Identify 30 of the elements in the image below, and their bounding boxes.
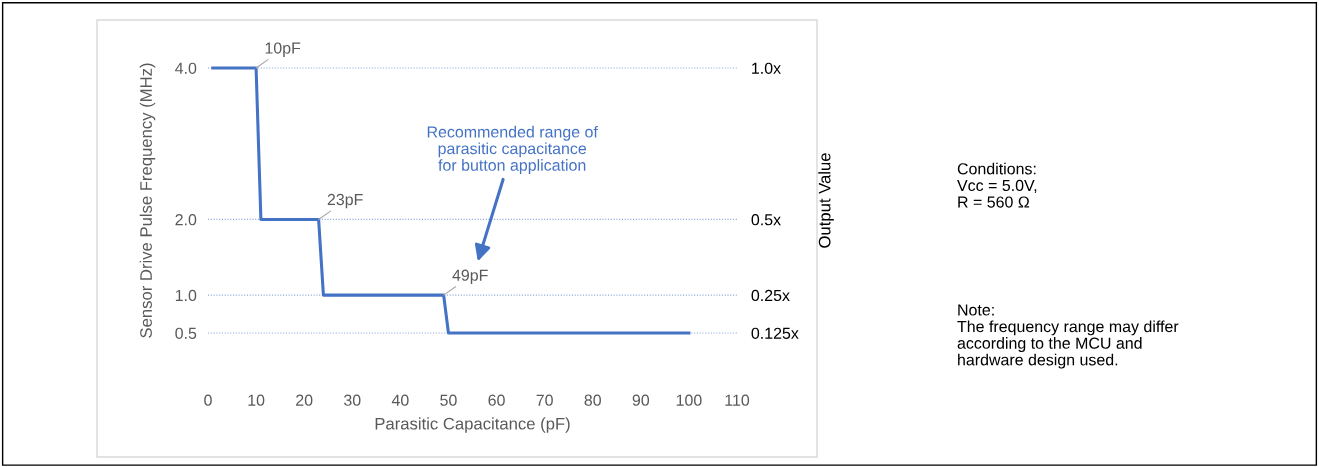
x-tick-label: 0 [204,394,212,406]
annotation: Recommended range of parasitic capacitance for button application [427,125,598,174]
x-tick-label: 100 [676,394,702,406]
y-axis-title: Sensor Drive Pulse Frequency (MHz) [139,63,156,338]
y2-tick-label: 1.0x [752,62,781,74]
text: Conditions: Vcc = 5.0V, R = 560 Ω [957,162,1037,208]
annotation: 49pF [452,269,488,285]
y-tick-label: 2.0 [175,214,197,226]
x-axis-title: Parasitic Capacitance (pF) [375,417,570,433]
x-tick-label: 60 [488,394,505,406]
annotation: 23pF [327,193,363,209]
x-tick-label: 20 [296,394,313,406]
line-series [211,66,691,335]
y-tick-label: 4.0 [175,62,197,74]
x-tick-label: 80 [584,394,601,406]
annotation: 10pF [265,42,301,57]
y-tick-label: 0.5 [175,327,197,339]
x-tick-label: 90 [632,394,650,406]
x-tick-label: 10 [248,394,265,406]
x-tick-label: 70 [536,394,553,406]
x-tick-label: 50 [440,394,457,406]
x-tick-label: 40 [391,394,409,406]
x-tick-label: 110 [725,394,750,406]
text: Note: The frequency range may differ according to the MCU and hardware design used. [957,304,1179,369]
y2-tick-label: 0.25x [751,289,790,302]
y2-axis-title: Output Value [818,153,834,248]
y2-tick-label: 0.5x [751,214,781,226]
y2-tick-label: 0.125x [751,327,799,339]
x-tick-label: 30 [344,394,361,406]
y-tick-label: 1.0 [175,289,197,302]
